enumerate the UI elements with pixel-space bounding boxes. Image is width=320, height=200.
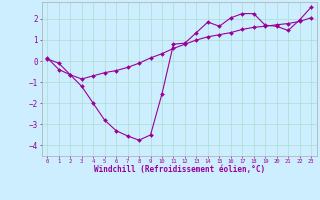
X-axis label: Windchill (Refroidissement éolien,°C): Windchill (Refroidissement éolien,°C) — [94, 165, 265, 174]
